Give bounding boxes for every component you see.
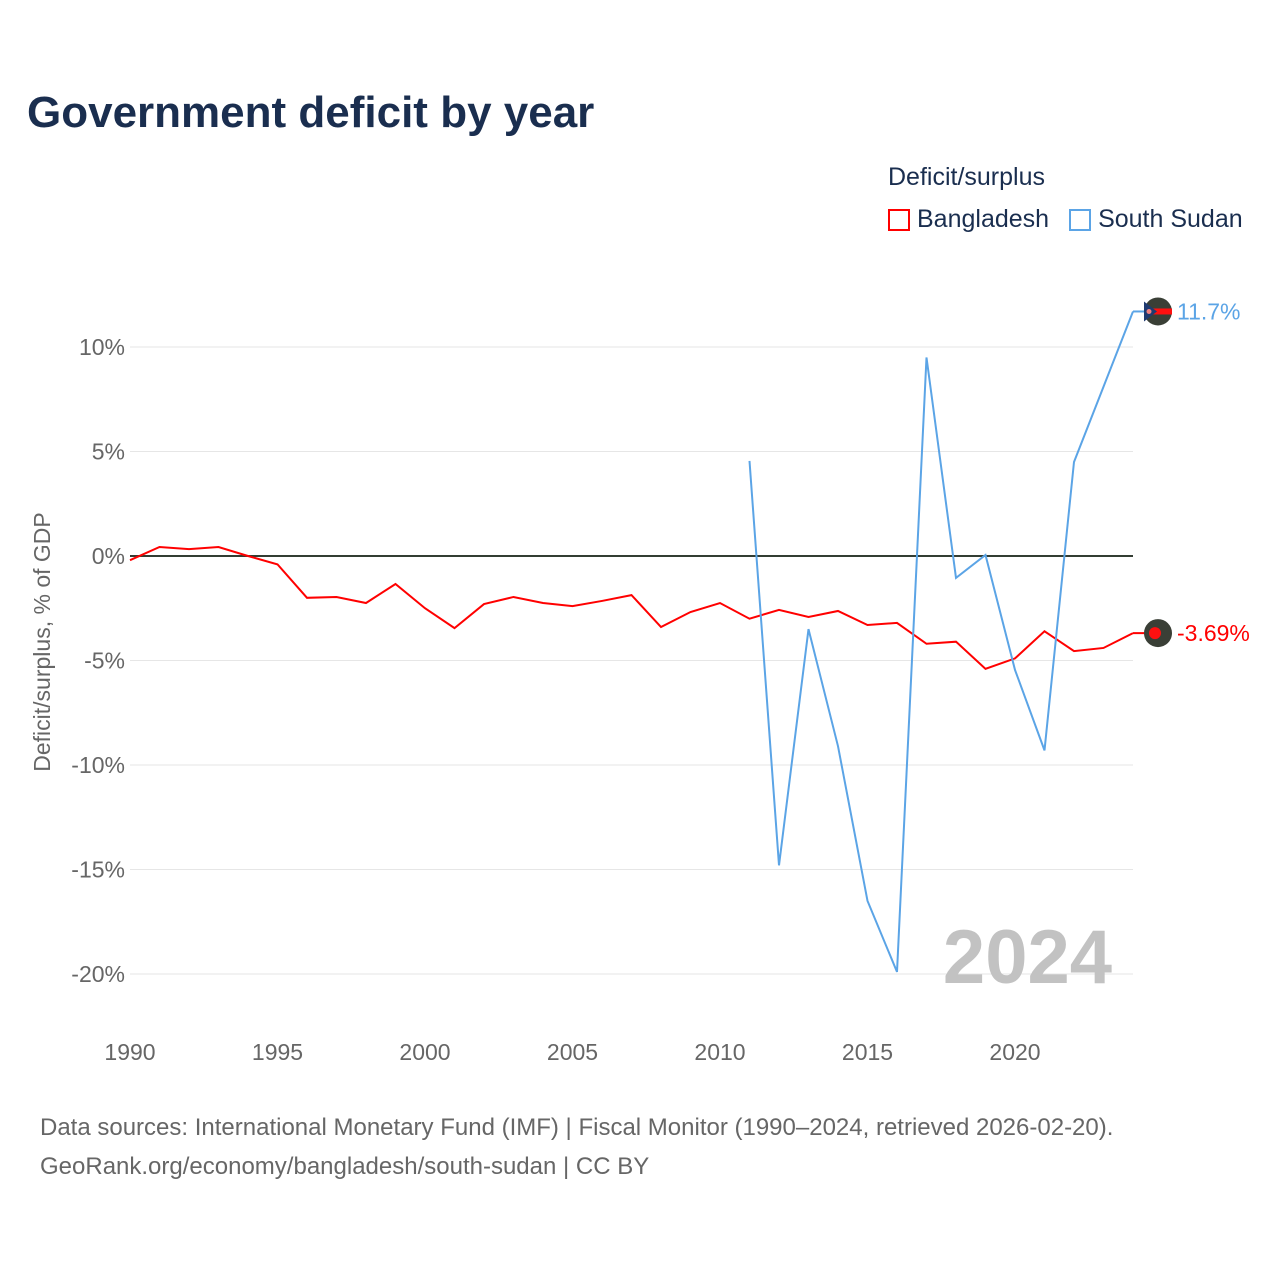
flag-disc <box>1149 627 1161 640</box>
x-tick-label: 2020 <box>989 1039 1040 1065</box>
year-watermark: 2024 <box>943 915 1112 1000</box>
x-tick-label: 1990 <box>104 1039 155 1065</box>
x-tick-label: 2015 <box>842 1039 893 1065</box>
x-tick-label: 2000 <box>399 1039 450 1065</box>
y-tick-label: -15% <box>71 857 125 883</box>
legend-label: Bangladesh <box>917 205 1050 233</box>
end-value-label: 11.7% <box>1177 298 1241 324</box>
chart-area: 10% 5% 0% -5% -10% -15% -20% 1990 1995 2000 2005 20… <box>29 297 1250 1065</box>
y-tick-label: -5% <box>84 648 125 674</box>
footer: Data sources: International Monetary Fun… <box>40 1108 1113 1186</box>
y-axis-label: Deficit/surplus, % of GDP <box>29 512 55 771</box>
legend-item-bangladesh[interactable]: Bangladesh <box>888 205 1049 234</box>
legend: Bangladesh South Sudan <box>888 205 1243 234</box>
x-tick-label: 1995 <box>252 1039 303 1065</box>
legend-item-south-sudan[interactable]: South Sudan <box>1069 205 1243 234</box>
legend-swatch-south-sudan <box>1069 208 1092 231</box>
y-tick-label: 5% <box>92 439 125 465</box>
legend-title: Deficit/surplus <box>888 163 1045 191</box>
chart-title: Government deficit by year <box>27 88 595 137</box>
legend-label: South Sudan <box>1098 205 1243 233</box>
x-tick-label: 2005 <box>547 1039 598 1065</box>
y-tick-label: -10% <box>71 752 125 778</box>
x-tick-label: 2010 <box>694 1039 745 1065</box>
source-link[interactable]: GeoRank.org/economy/bangladesh/south-sud… <box>40 1153 650 1180</box>
end-value-label: -3.69% <box>1177 620 1250 646</box>
y-tick-label: 10% <box>79 334 125 360</box>
flag-star <box>1146 308 1152 314</box>
series-line-bangladesh <box>129 545 1134 671</box>
flag-stripe <box>1150 308 1172 315</box>
series-line-south-sudan <box>748 311 1134 973</box>
y-tick-label: 0% <box>92 543 125 569</box>
legend-swatch-bangladesh <box>888 208 910 231</box>
y-tick-label: -20% <box>71 961 125 987</box>
data-sources: Data sources: International Monetary Fun… <box>40 1114 1114 1141</box>
